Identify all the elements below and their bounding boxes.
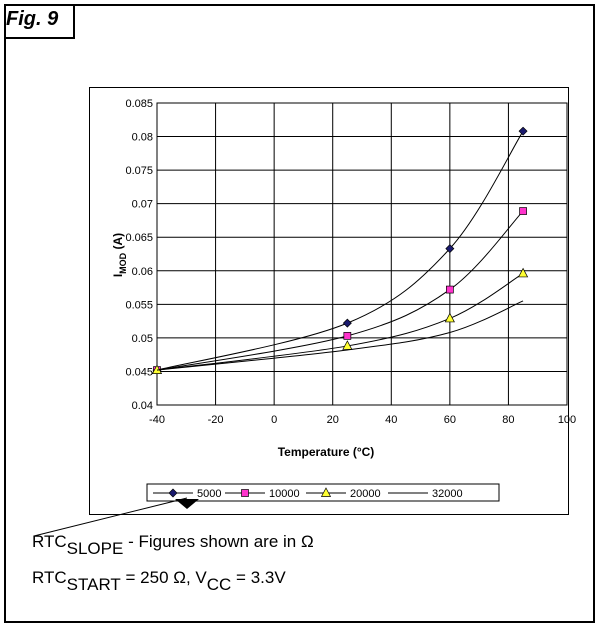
note-rtc-start: RTCSTART = 250 Ω, VCC = 3.3V bbox=[32, 568, 286, 595]
figure-label: Fig. 9 bbox=[6, 8, 59, 30]
series-line-10000 bbox=[156, 210, 524, 371]
x-tick-label: -20 bbox=[208, 414, 224, 426]
y-tick-labels: 0.04 0.045 0.05 0.055 0.06 0.065 0.07 0.075 0.08… bbox=[125, 98, 153, 412]
x-tick-label: 80 bbox=[502, 414, 514, 426]
data-point-10000 bbox=[519, 207, 527, 215]
y-tick-label: 0.04 bbox=[132, 400, 153, 412]
note-rtc-start-sub: START bbox=[66, 575, 121, 594]
legend-label: 32000 bbox=[432, 488, 463, 500]
y-tick-label: 0.045 bbox=[125, 366, 153, 378]
data-point-5000 bbox=[445, 244, 455, 254]
series-line-32000 bbox=[156, 300, 524, 371]
series-group bbox=[151, 126, 529, 375]
legend-label: 10000 bbox=[269, 488, 300, 500]
x-tick-label: 0 bbox=[271, 414, 277, 426]
title-divider bbox=[73, 4, 75, 39]
y-tick-label: 0.055 bbox=[125, 299, 153, 311]
data-point-20000 bbox=[342, 340, 353, 350]
note-pointer-line bbox=[33, 497, 188, 537]
series-line-5000 bbox=[156, 130, 524, 371]
chart-area-border bbox=[89, 87, 569, 515]
data-point-20000 bbox=[444, 312, 455, 323]
y-tick-label: 0.05 bbox=[132, 333, 153, 345]
data-point-5000 bbox=[518, 126, 528, 136]
y-axis-label-sub: MOD bbox=[118, 252, 128, 273]
note-pointer-arrowhead bbox=[175, 499, 199, 509]
y-tick-label: 0.085 bbox=[125, 98, 153, 110]
y-tick-label: 0.06 bbox=[132, 266, 153, 278]
legend-label: 20000 bbox=[350, 488, 381, 500]
series-10000 bbox=[153, 207, 527, 374]
y-tick-label: 0.075 bbox=[125, 165, 153, 177]
x-tick-label: 40 bbox=[385, 414, 397, 426]
y-axis-label-unit: (A) bbox=[111, 233, 125, 253]
x-tick-label: 60 bbox=[444, 414, 456, 426]
series-5000 bbox=[152, 126, 528, 375]
data-point-5000 bbox=[342, 318, 352, 328]
data-point-10000 bbox=[446, 285, 454, 294]
legend-entry-5000: 5000 bbox=[153, 488, 221, 500]
note-rtc-slope-text: - Figures shown are in Ω bbox=[123, 532, 314, 551]
title-underline bbox=[4, 37, 75, 39]
note-rtc-start-mid: = 250 Ω, V bbox=[120, 568, 207, 587]
x-tick-label: -40 bbox=[149, 414, 165, 426]
x-tick-labels: -40 -20 0 20 40 60 80 100 bbox=[149, 414, 576, 426]
legend-entry-10000: 10000 bbox=[225, 488, 300, 500]
data-point-20000 bbox=[517, 267, 529, 278]
y-axis-label: IMOD (A) bbox=[111, 233, 128, 277]
x-axis-label: Temperature (°C) bbox=[278, 445, 375, 459]
y-tick-label: 0.08 bbox=[132, 132, 153, 144]
legend-entry-20000: 20000 bbox=[306, 487, 381, 500]
data-point-20000 bbox=[151, 364, 163, 374]
legend: 5000 10000 20000 32000 bbox=[146, 483, 500, 502]
figure-frame bbox=[4, 4, 595, 623]
legend-entry-32000: 32000 bbox=[388, 488, 463, 500]
legend-marker-10000 bbox=[241, 489, 249, 497]
y-tick-label: 0.065 bbox=[125, 232, 153, 244]
x-tick-label: 20 bbox=[327, 414, 339, 426]
series-32000 bbox=[156, 300, 524, 371]
note-rtc-slope-main: RTC bbox=[32, 532, 67, 551]
legend-label: 5000 bbox=[197, 488, 221, 500]
y-axis-label-main: I bbox=[111, 274, 125, 277]
data-point-10000 bbox=[343, 332, 352, 340]
y-tick-label: 0.07 bbox=[132, 199, 153, 211]
note-rtc-slope: RTCSLOPE - Figures shown are in Ω bbox=[32, 532, 314, 559]
note-rtc-slope-sub: SLOPE bbox=[66, 539, 124, 558]
plot-border bbox=[156, 102, 568, 406]
note-vcc-value: = 3.3V bbox=[231, 568, 286, 587]
legend-marker-20000 bbox=[320, 487, 332, 497]
legend-marker-5000 bbox=[168, 488, 178, 498]
note-vcc-sub: CC bbox=[206, 575, 232, 594]
series-20000 bbox=[151, 267, 529, 374]
note-rtc-start-main: RTC bbox=[32, 568, 67, 587]
x-tick-label: 100 bbox=[558, 414, 576, 426]
grid-lines bbox=[156, 102, 568, 406]
series-line-20000 bbox=[156, 273, 524, 371]
